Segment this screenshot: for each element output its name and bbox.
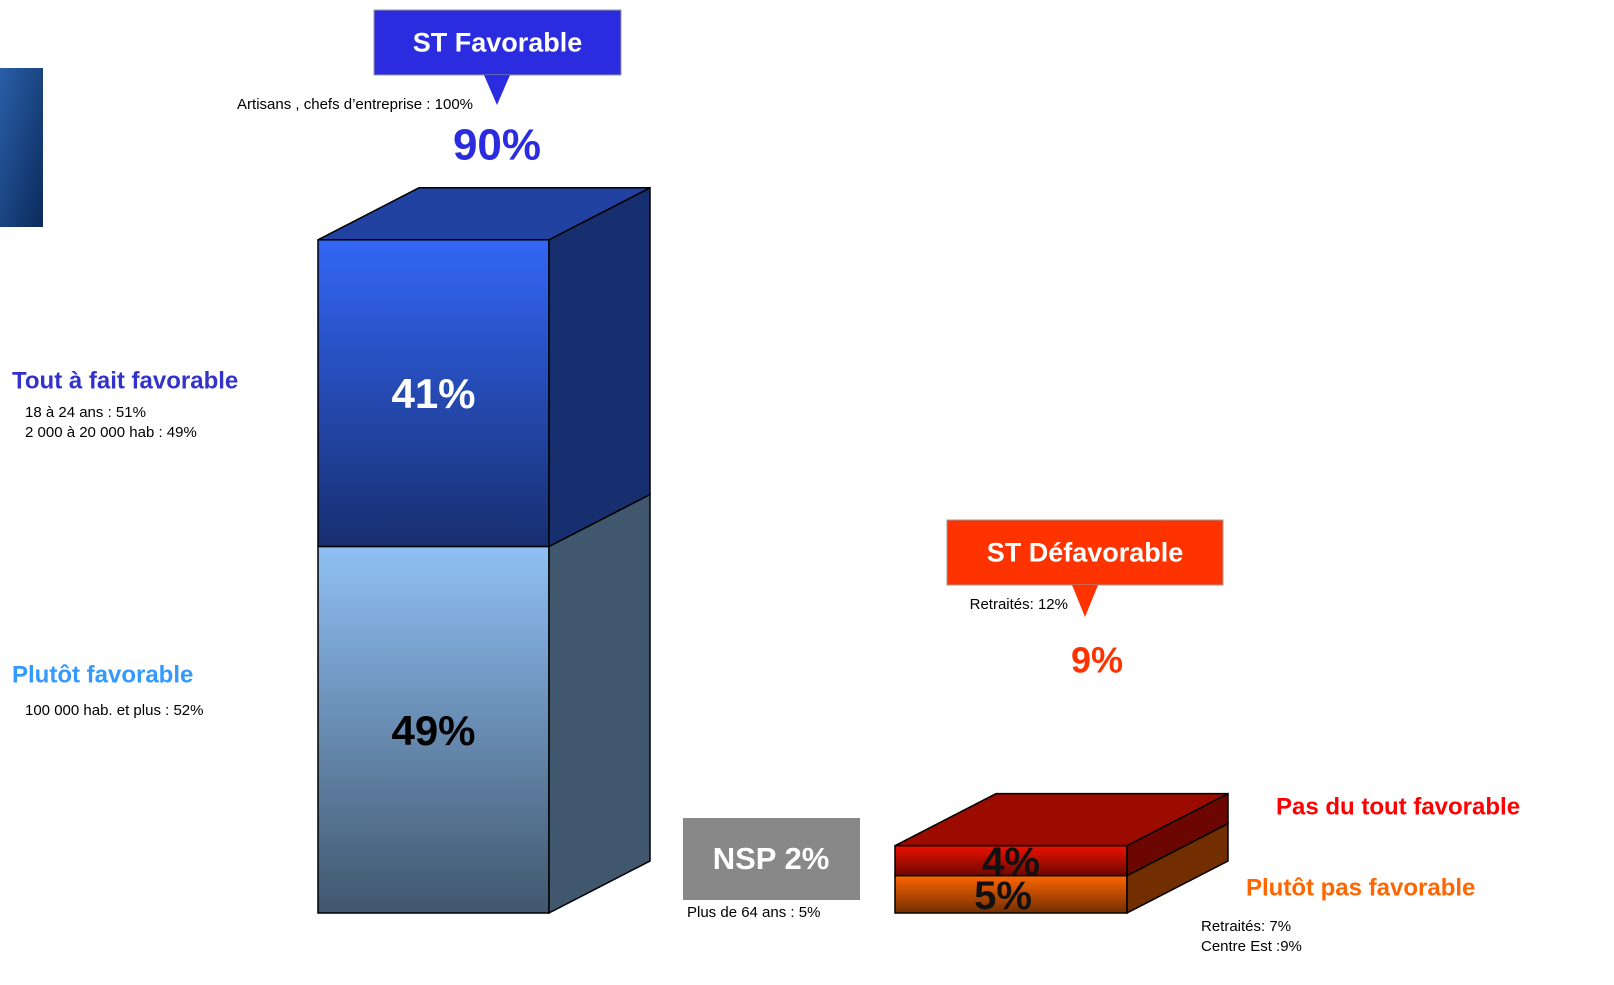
- segment-note: Retraités: 7%: [1201, 918, 1291, 935]
- nsp-label: NSP 2%: [713, 841, 830, 876]
- shade: [1127, 793, 1228, 876]
- shade: [895, 845, 1127, 876]
- total-label: 90%: [453, 121, 541, 170]
- shade: [895, 793, 1228, 846]
- callout-title: ST Défavorable: [987, 538, 1184, 568]
- callout-box: [373, 9, 622, 76]
- segment-name: Plutôt favorable: [12, 661, 193, 688]
- segment-name: Tout à fait favorable: [12, 367, 238, 394]
- total-label: 9%: [1071, 640, 1123, 681]
- shade: [895, 875, 1127, 913]
- shade: [318, 187, 650, 240]
- callout-note: Artisans , chefs d’entreprise : 100%: [237, 96, 473, 113]
- nsp-note: Plus de 64 ans : 5%: [687, 904, 820, 921]
- nsp-box: [683, 818, 860, 900]
- callout-box: [946, 519, 1224, 586]
- segment-name: Plutôt pas favorable: [1246, 874, 1475, 901]
- callout-title: ST Favorable: [413, 28, 583, 58]
- segment-note: 100 000 hab. et plus : 52%: [25, 702, 203, 719]
- segment-note: Centre Est :9%: [1201, 938, 1302, 955]
- shade: [318, 546, 549, 913]
- bar-top: [317, 187, 651, 241]
- shade: [318, 239, 549, 547]
- value-label: 41%: [391, 370, 475, 417]
- callout-note: Retraités: 12%: [970, 596, 1068, 613]
- callout-pointer: [1072, 585, 1098, 617]
- bar-top: [894, 792, 1229, 847]
- photo: [0, 68, 43, 227]
- shade: [549, 187, 650, 547]
- value-label: 49%: [391, 707, 475, 754]
- value-label: 5%: [974, 874, 1032, 918]
- shade: [549, 494, 650, 913]
- value-label: 4%: [982, 840, 1040, 884]
- callout-pointer: [484, 75, 510, 105]
- shade: [1127, 823, 1228, 913]
- segment-name: Pas du tout favorable: [1276, 793, 1520, 820]
- segment-note: 2 000 à 20 000 hab : 49%: [25, 424, 197, 441]
- segment-note: 18 à 24 ans : 51%: [25, 404, 146, 421]
